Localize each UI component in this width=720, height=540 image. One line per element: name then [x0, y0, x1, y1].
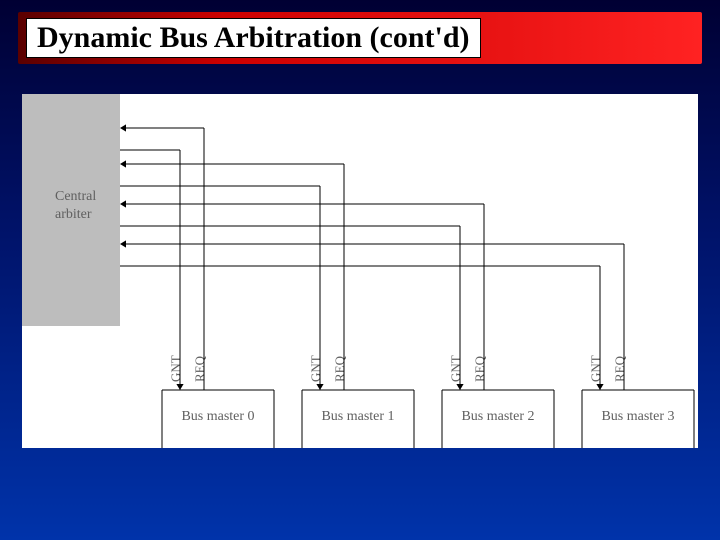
- svg-text:REQ: REQ: [612, 355, 627, 382]
- svg-text:Bus master 3: Bus master 3: [601, 409, 674, 424]
- svg-text:GNT: GNT: [308, 355, 323, 382]
- svg-text:Bus master 2: Bus master 2: [461, 409, 534, 424]
- svg-text:Bus master 1: Bus master 1: [321, 409, 394, 424]
- svg-text:GNT: GNT: [168, 355, 183, 382]
- svg-text:Bus master 0: Bus master 0: [181, 409, 254, 424]
- diagram-svg: Central arbiter GNT REQ Bus master 0 GNT REQ Bu…: [22, 94, 698, 448]
- svg-text:REQ: REQ: [472, 355, 487, 382]
- svg-text:arbiter: arbiter: [55, 207, 92, 222]
- svg-text:REQ: REQ: [192, 355, 207, 382]
- diagram: Central arbiter GNT REQ Bus master 0 GNT REQ Bu…: [22, 94, 698, 448]
- slide-title: Dynamic Bus Arbitration (cont'd): [26, 18, 481, 58]
- svg-text:REQ: REQ: [332, 355, 347, 382]
- title-bar: Dynamic Bus Arbitration (cont'd): [18, 12, 702, 64]
- svg-text:Central: Central: [55, 189, 96, 204]
- svg-text:GNT: GNT: [588, 355, 603, 382]
- svg-text:GNT: GNT: [448, 355, 463, 382]
